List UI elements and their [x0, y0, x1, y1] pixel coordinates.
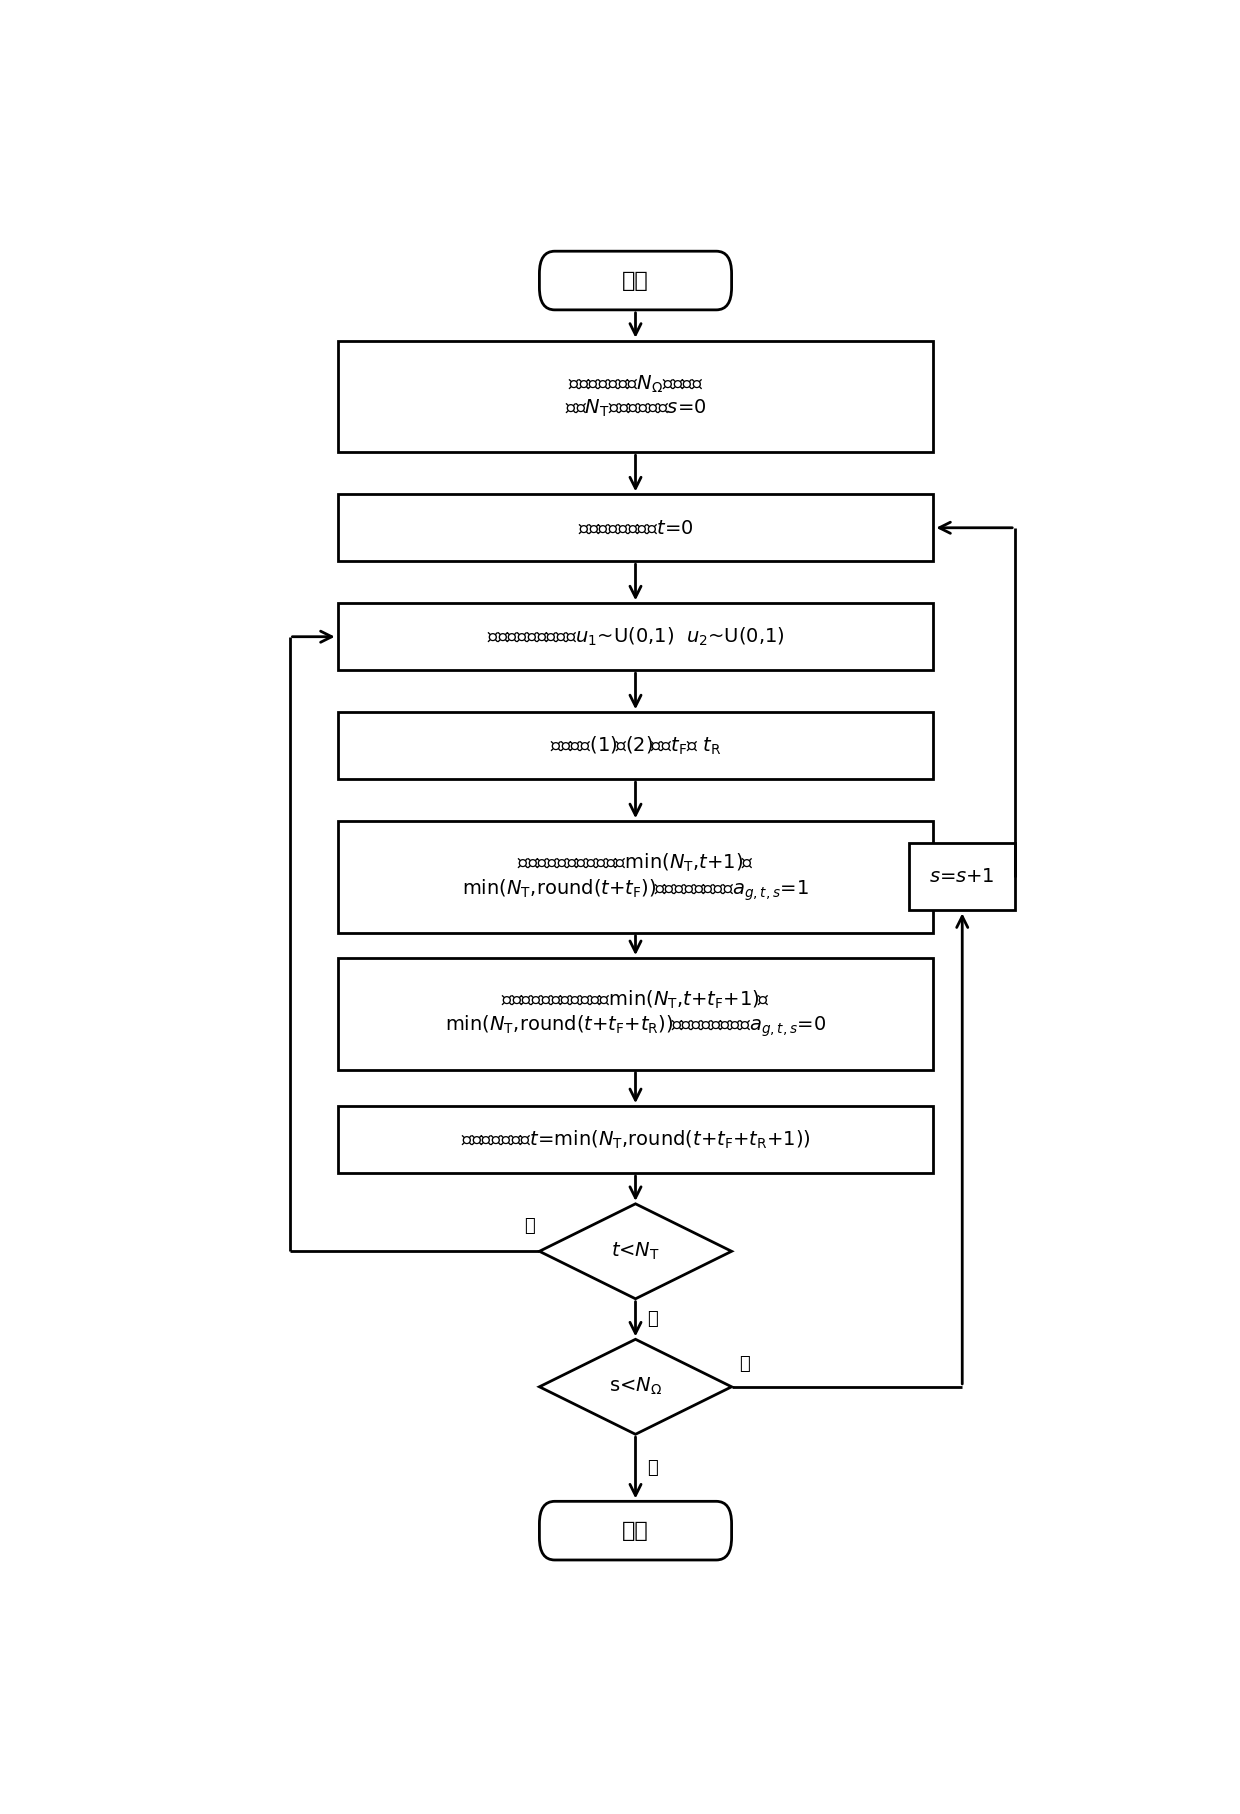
- Text: 否: 否: [647, 1458, 657, 1477]
- FancyBboxPatch shape: [337, 493, 934, 561]
- Polygon shape: [539, 1339, 732, 1435]
- FancyBboxPatch shape: [337, 822, 934, 932]
- FancyBboxPatch shape: [539, 250, 732, 310]
- FancyBboxPatch shape: [337, 713, 934, 780]
- Text: 结束: 结束: [622, 1520, 649, 1540]
- Text: 根据公式(1)、(2)计算$t_\mathrm{F}$、 $t_\mathrm{R}$: 根据公式(1)、(2)计算$t_\mathrm{F}$、 $t_\mathrm{…: [549, 735, 722, 756]
- Text: 产生均匀分布随机数$u_1$~U(0,1)  $u_2$~U(0,1): 产生均匀分布随机数$u_1$~U(0,1) $u_2$~U(0,1): [486, 626, 785, 648]
- Text: 否: 否: [647, 1310, 657, 1328]
- FancyBboxPatch shape: [539, 1502, 732, 1560]
- Text: 更新时段计数器$t$=min($N_\mathrm{T}$,round($t$+$t_\mathrm{F}$+$t_\mathrm{R}$+1)): 更新时段计数器$t$=min($N_\mathrm{T}$,round($t$+…: [460, 1128, 811, 1150]
- FancyBboxPatch shape: [337, 958, 934, 1070]
- FancyBboxPatch shape: [909, 844, 1016, 911]
- FancyBboxPatch shape: [337, 341, 934, 452]
- Text: 设置场景内启停状态：从min($N_\mathrm{T}$,$t$+1)至
min($N_\mathrm{T}$,round($t$+$t_\mathrm{F}: 设置场景内启停状态：从min($N_\mathrm{T}$,$t$+1)至 mi…: [463, 851, 808, 903]
- Text: $s$=$s$+1: $s$=$s$+1: [930, 867, 994, 887]
- FancyBboxPatch shape: [337, 1107, 934, 1174]
- Text: 设置场景内启停状态：从min($N_\mathrm{T}$,$t$+$t_\mathrm{F}$+1)至
min($N_\mathrm{T}$,round($t: 设置场景内启停状态：从min($N_\mathrm{T}$,$t$+$t_\ma…: [445, 989, 826, 1039]
- FancyBboxPatch shape: [337, 604, 934, 669]
- Text: 是: 是: [523, 1217, 534, 1235]
- Text: 是: 是: [739, 1355, 750, 1373]
- Text: 开始: 开始: [622, 270, 649, 290]
- Text: s<$N_{\Omega}$: s<$N_{\Omega}$: [609, 1377, 662, 1397]
- Text: 初始化时段计数器$t$=0: 初始化时段计数器$t$=0: [578, 519, 693, 537]
- Polygon shape: [539, 1204, 732, 1299]
- Text: 初始化场景总数$N_{\Omega}$，时间段
总数$N_\mathrm{T}$，场景记数器$s$=0: 初始化场景总数$N_{\Omega}$，时间段 总数$N_\mathrm{T}$…: [564, 374, 707, 419]
- Text: $t$<$N_\mathrm{T}$: $t$<$N_\mathrm{T}$: [611, 1241, 660, 1263]
